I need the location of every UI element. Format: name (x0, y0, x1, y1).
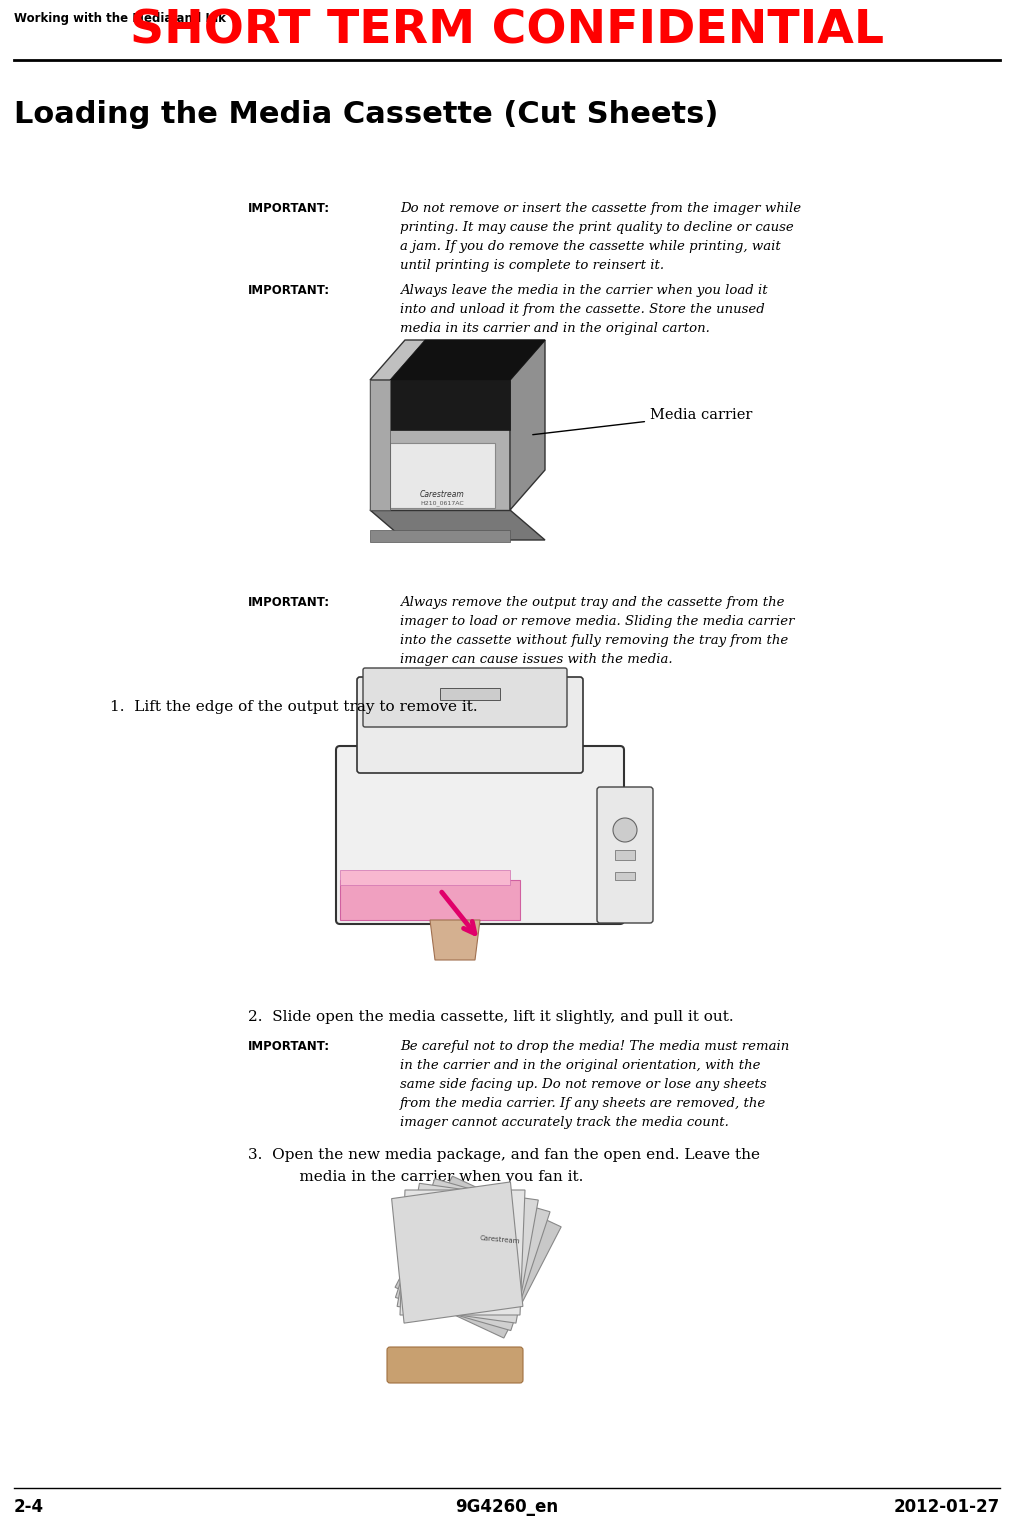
Polygon shape (430, 919, 480, 960)
Text: Do not remove or insert the cassette from the imager while: Do not remove or insert the cassette fro… (400, 202, 801, 215)
Bar (390, 443, 495, 508)
Text: a jam. If you do remove the cassette while printing, wait: a jam. If you do remove the cassette whi… (400, 240, 781, 253)
Polygon shape (340, 871, 510, 884)
Text: IMPORTANT:: IMPORTANT: (248, 285, 331, 297)
Polygon shape (397, 1183, 538, 1323)
Polygon shape (391, 1183, 523, 1323)
Text: IMPORTANT:: IMPORTANT: (248, 1040, 331, 1053)
Text: SHORT TERM CONFIDENTIAL: SHORT TERM CONFIDENTIAL (130, 8, 884, 53)
Polygon shape (370, 510, 545, 540)
Text: into and unload it from the cassette. Store the unused: into and unload it from the cassette. St… (400, 303, 765, 317)
Text: 9G4260_en: 9G4260_en (455, 1498, 559, 1516)
Text: media in its carrier and in the original carton.: media in its carrier and in the original… (400, 323, 710, 335)
FancyBboxPatch shape (363, 668, 567, 728)
Text: Be careful not to drop the media! The media must remain: Be careful not to drop the media! The me… (400, 1040, 789, 1053)
Polygon shape (370, 339, 545, 380)
Text: imager cannot accurately track the media count.: imager cannot accurately track the media… (400, 1116, 729, 1129)
Polygon shape (395, 1177, 561, 1338)
Polygon shape (400, 1190, 525, 1315)
FancyBboxPatch shape (387, 1347, 523, 1383)
Text: IMPORTANT:: IMPORTANT: (248, 202, 331, 215)
Text: same side facing up. Do not remove or lose any sheets: same side facing up. Do not remove or lo… (400, 1078, 767, 1091)
Text: media in the carrier when you fan it.: media in the carrier when you fan it. (275, 1170, 583, 1184)
Text: from the media carrier. If any sheets are removed, the: from the media carrier. If any sheets ar… (400, 1097, 767, 1110)
Bar (615, 872, 635, 880)
Bar (440, 688, 500, 700)
Text: printing. It may cause the print quality to decline or cause: printing. It may cause the print quality… (400, 221, 794, 234)
Text: Always leave the media in the carrier when you load it: Always leave the media in the carrier wh… (400, 285, 768, 297)
Polygon shape (370, 380, 510, 510)
Text: Working with the Media and Ink: Working with the Media and Ink (14, 12, 226, 24)
FancyBboxPatch shape (357, 677, 583, 773)
Text: in the carrier and in the original orientation, with the: in the carrier and in the original orien… (400, 1059, 760, 1071)
Text: Always remove the output tray and the cassette from the: Always remove the output tray and the ca… (400, 597, 785, 609)
Circle shape (613, 817, 637, 842)
Text: Carestream: Carestream (420, 490, 464, 499)
Polygon shape (395, 1178, 550, 1330)
Bar (370, 530, 510, 542)
Text: 2.  Slide open the media cassette, lift it slightly, and pull it out.: 2. Slide open the media cassette, lift i… (248, 1011, 733, 1024)
Text: 1.  Lift the edge of the output tray to remove it.: 1. Lift the edge of the output tray to r… (110, 700, 478, 714)
Polygon shape (510, 339, 545, 510)
FancyBboxPatch shape (336, 746, 624, 924)
Text: into the cassette without fully removing the tray from the: into the cassette without fully removing… (400, 635, 788, 647)
Text: until printing is complete to reinsert it.: until printing is complete to reinsert i… (400, 259, 664, 272)
Text: Media carrier: Media carrier (532, 408, 752, 435)
Text: 2-4: 2-4 (14, 1498, 45, 1516)
Bar (615, 849, 635, 860)
Text: Carestream: Carestream (480, 1236, 520, 1245)
Bar (370, 380, 390, 510)
Text: imager can cause issues with the media.: imager can cause issues with the media. (400, 653, 672, 667)
Text: Loading the Media Cassette (Cut Sheets): Loading the Media Cassette (Cut Sheets) (14, 100, 718, 129)
Text: 2012-01-27: 2012-01-27 (893, 1498, 1000, 1516)
Text: imager to load or remove media. Sliding the media carrier: imager to load or remove media. Sliding … (400, 615, 795, 629)
Polygon shape (390, 339, 545, 380)
Text: IMPORTANT:: IMPORTANT: (248, 597, 331, 609)
Polygon shape (390, 380, 510, 431)
FancyBboxPatch shape (597, 787, 653, 922)
Text: H210_0617AC: H210_0617AC (420, 501, 463, 505)
Polygon shape (340, 880, 520, 919)
Text: 3.  Open the new media package, and fan the open end. Leave the: 3. Open the new media package, and fan t… (248, 1148, 760, 1161)
